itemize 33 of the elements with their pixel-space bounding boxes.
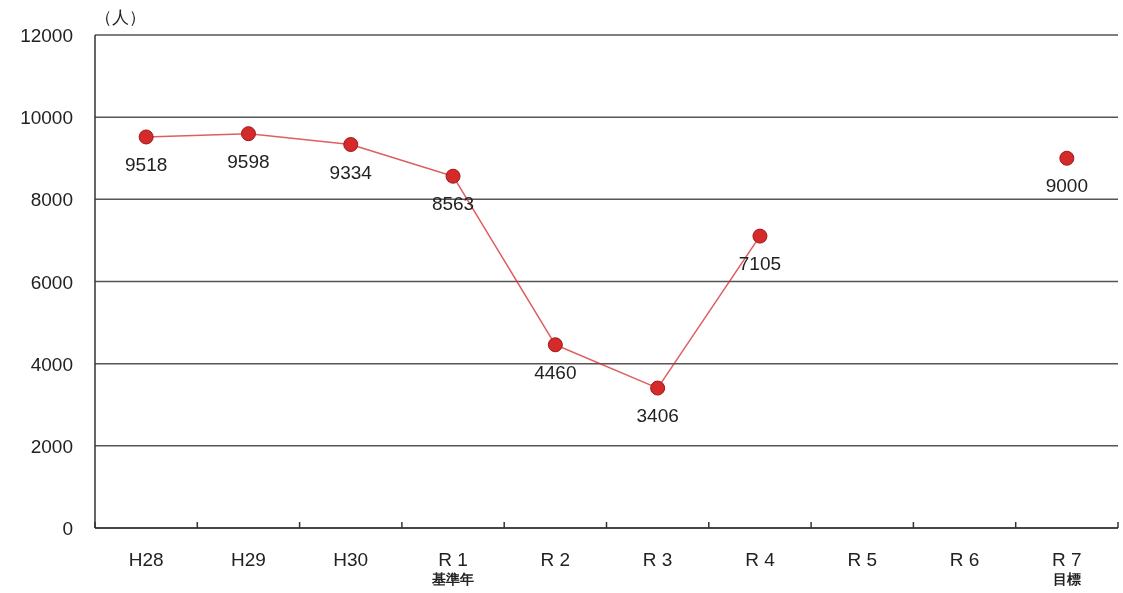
data-label: 9518 xyxy=(125,153,168,175)
data-label: 3406 xyxy=(636,405,679,427)
y-tick-label: 6000 xyxy=(30,271,73,293)
x-tick-label: R 3 xyxy=(642,549,673,570)
y-tick-label: 8000 xyxy=(30,189,73,211)
data-label: 4460 xyxy=(534,361,577,383)
y-tick-label: 4000 xyxy=(30,353,73,375)
y-tick-label: 0 xyxy=(62,518,73,539)
point xyxy=(445,168,461,184)
point xyxy=(752,228,768,244)
y-tick-label: 2000 xyxy=(30,435,73,457)
x-tick-label: H29 xyxy=(231,549,266,570)
x-tick-label: R 5 xyxy=(847,549,878,570)
y-tick-label: 12000 xyxy=(20,25,73,46)
x-tick-label: R 2 xyxy=(540,549,571,570)
point xyxy=(240,126,256,142)
point xyxy=(547,337,563,353)
point xyxy=(138,129,154,145)
x-tick-label: R 6 xyxy=(949,549,980,570)
x-tick-label: R 7 目標 xyxy=(1052,549,1082,587)
point xyxy=(650,380,666,396)
point xyxy=(1059,150,1075,166)
x-tick-label: R 1 基準年 xyxy=(431,549,475,587)
x-tick-label: H30 xyxy=(333,549,369,570)
y-tick-label: 10000 xyxy=(20,107,73,129)
x-tick-label: H28 xyxy=(128,549,164,570)
data-label: 9000 xyxy=(1045,175,1088,197)
data-label: 7105 xyxy=(738,253,782,275)
data-label: 9598 xyxy=(227,150,270,172)
point xyxy=(343,137,359,153)
x-tick-label: R 4 xyxy=(745,549,776,570)
y-axis-title: （人） xyxy=(95,8,146,27)
data-label: 9334 xyxy=(329,161,373,183)
